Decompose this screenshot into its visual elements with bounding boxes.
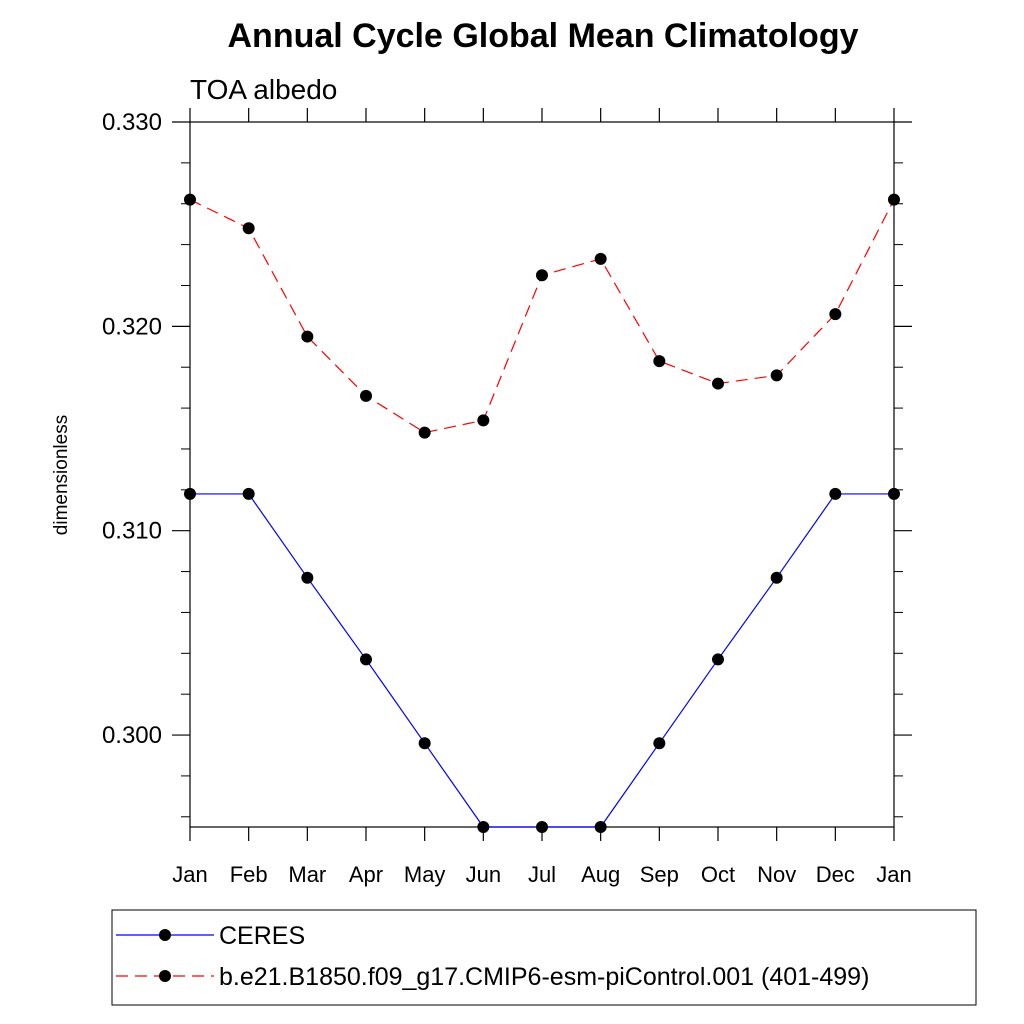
data-point-series-0 xyxy=(242,487,255,500)
y-axis-ticks: 0.300 0.310 0.320 0.330 xyxy=(102,109,912,818)
data-point-series-1 xyxy=(301,330,314,343)
data-point-series-0 xyxy=(301,571,314,584)
chart-subtitle: TOA albedo xyxy=(190,74,337,105)
data-point-series-1 xyxy=(418,426,431,439)
x-tick-label: Jul xyxy=(528,862,556,887)
data-point-series-1 xyxy=(477,414,490,427)
y-tick-label: 0.310 xyxy=(102,518,162,545)
data-point-series-0 xyxy=(360,653,372,666)
data-point-series-1 xyxy=(653,355,666,368)
x-tick-label: Dec xyxy=(816,862,855,887)
x-tick-label: Jan xyxy=(876,862,911,887)
x-axis-ticks: Jan Feb Mar Apr May Jun Jul Aug Sep Oct Nov Dec Jan xyxy=(172,108,912,887)
x-tick-label: Aug xyxy=(581,862,620,887)
x-tick-label: Oct xyxy=(701,862,735,887)
plot-frame xyxy=(189,121,895,828)
data-point-series-1 xyxy=(770,369,783,382)
data-point-series-0 xyxy=(418,737,431,750)
data-point-series-0 xyxy=(888,487,900,500)
legend-label-ceres: CERES xyxy=(219,922,305,950)
legend: CERES b.e21.B1850.f09_g17.CMIP6-esm-piCo… xyxy=(111,909,977,1006)
series-markers xyxy=(184,193,900,833)
y-axis-label: dimensionless xyxy=(51,415,72,535)
y-tick-label: 0.330 xyxy=(102,109,162,136)
data-point-series-0 xyxy=(712,653,724,666)
data-point-series-1 xyxy=(712,377,724,390)
legend-marker-model xyxy=(159,970,171,982)
x-tick-label: Mar xyxy=(288,862,326,887)
data-point-series-1 xyxy=(829,308,842,321)
data-point-series-1 xyxy=(536,269,548,282)
y-tick-label: 0.300 xyxy=(102,722,162,749)
x-tick-label: Feb xyxy=(230,862,268,887)
legend-box xyxy=(111,909,977,1006)
data-point-series-0 xyxy=(594,821,607,833)
data-point-series-0 xyxy=(184,487,196,500)
data-point-series-1 xyxy=(242,222,255,235)
y-tick-label: 0.320 xyxy=(102,313,162,340)
x-tick-label: Jun xyxy=(466,862,501,887)
x-tick-label: Nov xyxy=(757,862,796,887)
series-line-1 xyxy=(189,199,895,434)
data-point-series-0 xyxy=(770,571,783,584)
x-tick-label: Jan xyxy=(172,862,207,887)
data-point-series-0 xyxy=(477,821,490,833)
x-tick-label: May xyxy=(404,862,446,887)
data-point-series-0 xyxy=(829,487,842,500)
legend-marker-ceres xyxy=(159,929,171,941)
data-point-series-1 xyxy=(360,389,372,402)
series-lines xyxy=(189,199,895,828)
data-point-series-1 xyxy=(594,252,607,265)
series-line-0 xyxy=(190,493,894,828)
data-point-series-0 xyxy=(653,737,666,750)
data-point-series-1 xyxy=(888,193,900,206)
data-point-series-1 xyxy=(184,193,196,206)
legend-label-model: b.e21.B1850.f09_g17.CMIP6-esm-piControl.… xyxy=(219,963,869,991)
data-point-series-0 xyxy=(536,821,548,833)
x-tick-label: Sep xyxy=(640,862,679,887)
chart-title: Annual Cycle Global Mean Climatology xyxy=(228,17,859,55)
x-tick-label: Apr xyxy=(349,862,383,887)
